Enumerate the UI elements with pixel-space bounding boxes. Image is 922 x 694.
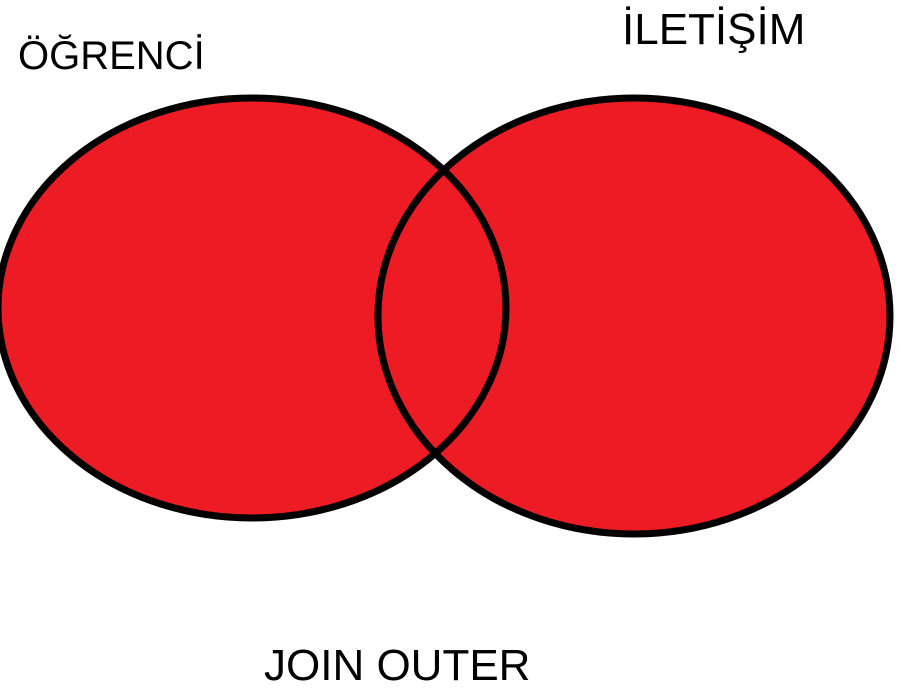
left-set-circle (0, 98, 506, 518)
left-set-outline (0, 94, 510, 522)
right-set-outline (374, 94, 894, 538)
right-set-circle (378, 98, 890, 534)
right-set-label: İLETİŞİM (622, 5, 806, 54)
join-type-caption: JOIN OUTER (264, 641, 531, 690)
left-set-label: ÖĞRENCİ (18, 34, 205, 78)
